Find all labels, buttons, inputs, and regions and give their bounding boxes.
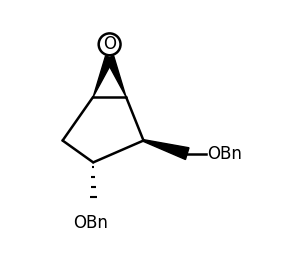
Text: O: O [103,35,116,53]
Text: OBn: OBn [208,145,243,163]
Polygon shape [143,140,189,160]
Polygon shape [93,56,114,97]
Text: OBn: OBn [73,214,108,232]
Polygon shape [106,56,126,97]
